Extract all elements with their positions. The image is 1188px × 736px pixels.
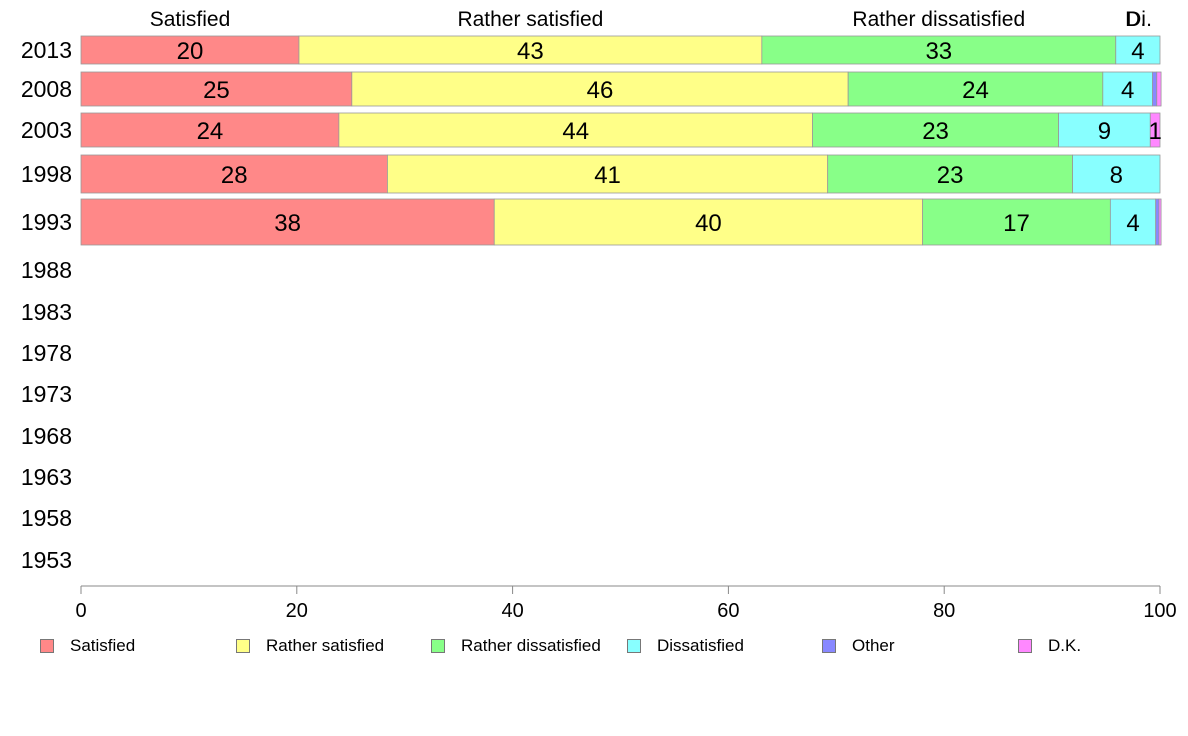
bar-2003-satisfied [80,112,340,148]
data-label-1998-satisfied: 28 [221,162,248,189]
data-label-1993-rather-dissatisfied: 17 [1003,210,1030,237]
legend-swatch-satisfied [40,639,54,653]
category-label-1953: 1953 [21,547,72,573]
category-label-2003: 2003 [21,117,72,143]
bar-2008-satisfied [80,71,353,107]
category-label-2013: 2013 [21,37,72,63]
x-tick-label-40: 40 [501,600,523,622]
bar-2003-d-k [1149,112,1161,148]
bar-2013-satisfied [80,35,300,65]
legend-swatch-dissatisfied [627,639,641,653]
legend-label-rather-dissatisfied: Rather dissatisfied [461,636,601,655]
category-label-1963: 1963 [21,464,72,490]
legend-item-other: Other [822,636,895,656]
legend-item-rather-satisfied: Rather satisfied [236,636,384,656]
category-label-1983: 1983 [21,299,72,325]
category-label-1978: 1978 [21,340,72,366]
legend-swatch-other [822,639,836,653]
data-label-1993-satisfied: 38 [274,210,301,237]
data-label-2008-rather-satisfied: 46 [587,77,614,104]
category-label-2008: 2008 [21,76,72,102]
category-label-1973: 1973 [21,381,72,407]
legend-label-dissatisfied: Dissatisfied [657,636,744,655]
category-label-1998: 1998 [21,161,72,187]
data-label-1993-dissatisfied: 4 [1126,210,1139,237]
data-label-1993-rather-satisfied: 40 [695,210,722,237]
bar-2008-d-k [1156,71,1162,107]
data-label-1998-rather-dissatisfied: 23 [937,162,964,189]
data-label-2003-dissatisfied: 9 [1098,118,1111,145]
x-tick-label-80: 80 [933,600,955,622]
data-label-2013-rather-dissatisfied: 33 [925,38,952,65]
data-label-2008-rather-dissatisfied: 24 [962,77,989,104]
series-header-satisfied: Satisfied [150,8,231,31]
data-label-2003-d-k: 1 [1148,118,1161,145]
legend-item-d-k: D.K. [1018,636,1081,656]
category-label-1958: 1958 [21,505,72,531]
bar-1998-satisfied [80,154,388,194]
x-tick-label-100: 100 [1143,600,1176,622]
bar-2013-rather-dissatisfied [761,35,1117,65]
bar-2008-rather-dissatisfied [847,71,1104,107]
data-label-1998-rather-satisfied: 41 [594,162,621,189]
legend-label-other: Other [852,636,895,655]
bar-1998-rather-dissatisfied [827,154,1074,194]
bar-2003-rather-satisfied [338,112,813,148]
legend-swatch-d-k [1018,639,1032,653]
data-label-2008-satisfied: 25 [203,77,230,104]
legend-label-satisfied: Satisfied [70,636,136,655]
stacked-bar-chart: 2013200820031998199319881983197819731968… [21,8,1177,622]
bar-2008-dissatisfied [1102,71,1153,107]
x-tick-label-60: 60 [717,600,739,622]
bar-1993-d-k [1158,198,1162,246]
legend-item-dissatisfied: Dissatisfied [627,636,744,656]
data-label-1998-dissatisfied: 8 [1110,162,1123,189]
data-label-2013-rather-satisfied: 43 [517,38,544,65]
series-header-d-k: D.. [1125,8,1152,31]
data-label-2013-dissatisfied: 4 [1131,38,1144,65]
legend-label-rather-satisfied: Rather satisfied [266,636,385,655]
bar-2013-dissatisfied [1115,35,1161,65]
data-label-2013-satisfied: 20 [177,38,204,65]
category-label-1993: 1993 [21,209,72,235]
legend-label-d-k: D.K. [1048,636,1082,655]
data-label-2008-dissatisfied: 4 [1121,77,1134,104]
bar-1993-rather-dissatisfied [922,198,1111,246]
data-label-2003-satisfied: 24 [197,118,224,145]
series-header-rather-dissatisfied: Rather dissatisfied [852,8,1025,31]
bar-1998-rather-satisfied [387,154,829,194]
bar-1993-rather-satisfied [493,198,924,246]
chart-legend: Satisfied Rather satisfied Rather dissatis… [0,636,1188,666]
bar-1993-other [1155,198,1160,246]
bar-1998-dissatisfied [1072,154,1161,194]
category-label-1968: 1968 [21,423,72,449]
legend-swatch-rather-satisfied [236,639,250,653]
bar-2003-dissatisfied [1058,112,1151,148]
legend-item-satisfied: Satisfied [40,636,135,656]
data-label-2003-rather-dissatisfied: 23 [922,118,949,145]
legend-item-rather-dissatisfied: Rather dissatisfied [431,636,601,656]
bar-2008-other [1152,71,1158,107]
x-tick-label-0: 0 [75,600,86,622]
bar-2008-rather-satisfied [351,71,849,107]
bar-2013-rather-satisfied [298,35,763,65]
category-label-1988: 1988 [21,257,72,283]
x-tick-label-20: 20 [286,600,308,622]
legend-swatch-rather-dissatisfied [431,639,445,653]
series-header-rather-satisfied: Rather satisfied [457,8,603,31]
series-header-dissatisfied: Di [1126,8,1146,31]
data-label-2003-rather-satisfied: 44 [562,118,589,145]
